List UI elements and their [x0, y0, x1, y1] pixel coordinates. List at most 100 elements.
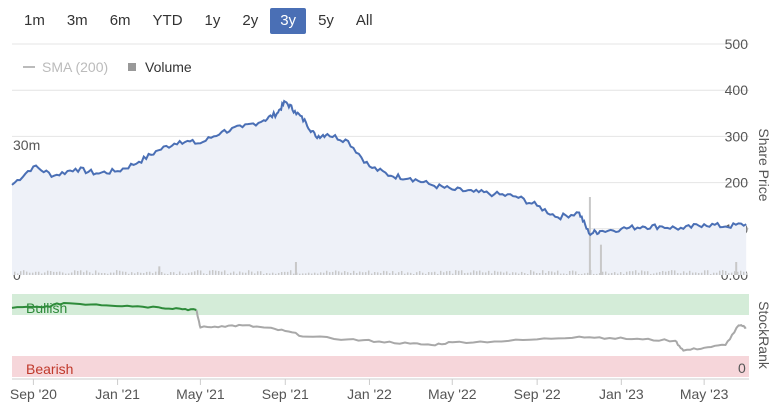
volume-bar — [260, 271, 262, 275]
volume-bar — [395, 273, 397, 275]
volume-bar — [671, 270, 673, 275]
range-button-6m[interactable]: 6m — [109, 12, 131, 29]
volume-bar — [209, 270, 211, 275]
volume-bar — [710, 273, 712, 275]
volume-bar — [515, 272, 517, 275]
volume-bar — [332, 271, 334, 275]
stockrank-axis-tick: 0 — [738, 360, 746, 376]
volume-bar — [437, 273, 439, 275]
volume-bar — [176, 273, 178, 275]
volume-bar — [677, 273, 679, 275]
volume-bar — [581, 273, 583, 275]
volume-bar — [152, 273, 154, 275]
volume-bar — [161, 272, 163, 275]
volume-bar — [356, 272, 358, 275]
range-button-3m[interactable]: 3m — [66, 12, 88, 29]
volume-bar — [731, 272, 733, 275]
volume-bar — [539, 273, 541, 275]
volume-bar — [662, 270, 664, 275]
volume-bar — [26, 271, 28, 275]
bearish-band — [12, 356, 749, 377]
range-button-5y[interactable]: 5y — [318, 12, 334, 29]
volume-bar — [500, 271, 502, 275]
volume-bar — [476, 271, 478, 275]
volume-bar — [605, 271, 607, 275]
volume-spike — [599, 244, 602, 275]
volume-bar — [263, 273, 265, 275]
legend-volume-label[interactable]: Volume — [145, 59, 192, 75]
stockrank-line — [195, 309, 747, 352]
volume-bar — [92, 273, 94, 275]
volume-bar — [149, 271, 151, 275]
volume-bar — [314, 272, 316, 275]
volume-bar — [596, 273, 598, 275]
volume-bar — [359, 271, 361, 275]
price-tick-label: 300 — [725, 128, 749, 144]
volume-bar — [134, 273, 136, 275]
volume-bar — [326, 270, 328, 275]
legend-sma-label[interactable]: SMA (200) — [42, 59, 108, 75]
volume-bar — [416, 272, 418, 275]
volume-bar — [320, 272, 322, 275]
volume-bar — [329, 272, 331, 275]
x-tick-label: Sep '22 — [514, 386, 561, 402]
bullish-label: Bullish — [26, 300, 67, 316]
volume-bar — [140, 272, 142, 275]
volume-bar — [317, 273, 319, 275]
volume-bar — [413, 273, 415, 275]
volume-bar — [431, 272, 433, 275]
volume-bar — [281, 272, 283, 275]
volume-bar — [542, 270, 544, 275]
volume-bar — [644, 271, 646, 275]
volume-bar — [143, 273, 145, 275]
volume-bar — [704, 270, 706, 275]
range-button-ytd[interactable]: YTD — [152, 12, 183, 29]
volume-bar — [386, 271, 388, 275]
volume-bar — [401, 270, 403, 275]
volume-bar — [629, 271, 631, 275]
volume-bar — [518, 273, 520, 275]
volume-bar — [455, 270, 457, 275]
volume-bar — [323, 272, 325, 275]
volume-bar — [647, 271, 649, 275]
volume-bar — [551, 271, 553, 275]
volume-bar — [554, 272, 556, 275]
volume-bar — [287, 271, 289, 275]
volume-bar — [233, 271, 235, 275]
volume-bar — [125, 271, 127, 275]
volume-bar — [653, 273, 655, 275]
volume-bar — [419, 271, 421, 275]
x-tick-label: Jan '21 — [95, 386, 140, 402]
volume-bar — [491, 273, 493, 275]
volume-bar — [308, 272, 310, 275]
volume-bar — [410, 272, 412, 275]
volume-bar — [707, 270, 709, 275]
volume-bar — [617, 273, 619, 275]
volume-bar — [611, 272, 613, 275]
volume-bar — [344, 271, 346, 275]
range-button-1m[interactable]: 1m — [24, 12, 45, 29]
volume-bar — [506, 271, 508, 275]
volume-bar — [137, 272, 139, 275]
range-button-all[interactable]: All — [355, 12, 373, 29]
range-button-1y[interactable]: 1y — [204, 12, 221, 29]
volume-bar — [638, 272, 640, 275]
volume-bar — [41, 273, 43, 275]
volume-bar — [479, 270, 481, 275]
volume-bar — [659, 271, 661, 275]
volume-bar — [371, 273, 373, 275]
volume-bar — [29, 272, 31, 275]
volume-bar — [275, 273, 277, 275]
range-button-2y[interactable]: 2y — [242, 12, 259, 29]
volume-bar — [524, 273, 526, 275]
volume-spike — [294, 262, 297, 275]
range-button-3y[interactable]: 3y — [270, 8, 307, 34]
volume-bar — [485, 272, 487, 275]
volume-bar — [398, 272, 400, 275]
volume-bar — [50, 271, 52, 275]
volume-bar — [443, 272, 445, 275]
volume-bar — [557, 270, 559, 275]
volume-bar — [569, 271, 571, 275]
volume-bar — [293, 273, 295, 275]
